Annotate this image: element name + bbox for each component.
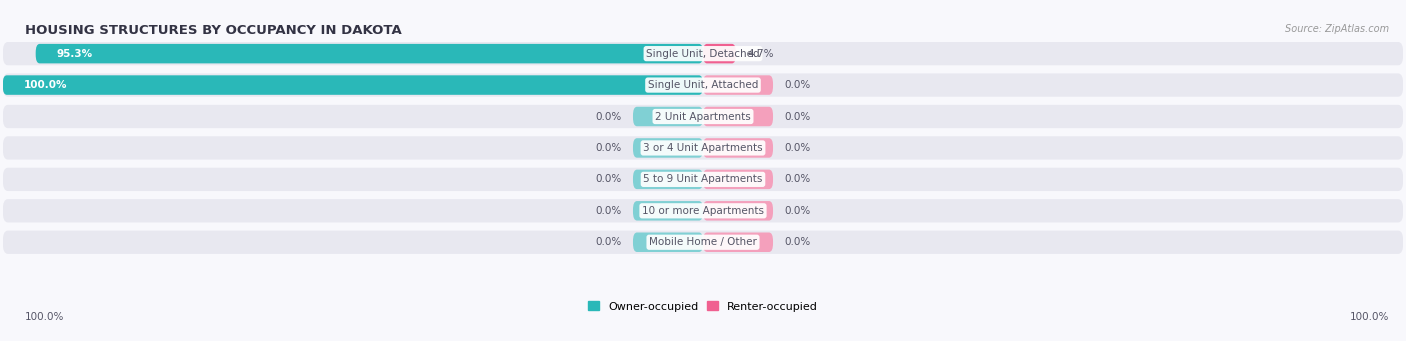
Text: 0.0%: 0.0% bbox=[785, 174, 810, 184]
Text: Mobile Home / Other: Mobile Home / Other bbox=[650, 237, 756, 247]
Legend: Owner-occupied, Renter-occupied: Owner-occupied, Renter-occupied bbox=[583, 297, 823, 316]
Text: Single Unit, Attached: Single Unit, Attached bbox=[648, 80, 758, 90]
FancyBboxPatch shape bbox=[3, 231, 1403, 254]
FancyBboxPatch shape bbox=[633, 201, 703, 221]
FancyBboxPatch shape bbox=[35, 44, 703, 63]
FancyBboxPatch shape bbox=[703, 233, 773, 252]
Text: 0.0%: 0.0% bbox=[596, 112, 621, 121]
Text: 95.3%: 95.3% bbox=[56, 49, 93, 59]
FancyBboxPatch shape bbox=[703, 44, 735, 63]
Text: 100.0%: 100.0% bbox=[24, 80, 67, 90]
Text: 100.0%: 100.0% bbox=[25, 312, 65, 322]
Text: 0.0%: 0.0% bbox=[785, 143, 810, 153]
Text: 2 Unit Apartments: 2 Unit Apartments bbox=[655, 112, 751, 121]
Text: 10 or more Apartments: 10 or more Apartments bbox=[643, 206, 763, 216]
Text: 100.0%: 100.0% bbox=[1350, 312, 1389, 322]
FancyBboxPatch shape bbox=[633, 169, 703, 189]
FancyBboxPatch shape bbox=[633, 107, 703, 126]
Text: 0.0%: 0.0% bbox=[596, 206, 621, 216]
FancyBboxPatch shape bbox=[3, 75, 703, 95]
Text: 4.7%: 4.7% bbox=[747, 49, 773, 59]
FancyBboxPatch shape bbox=[703, 75, 773, 95]
FancyBboxPatch shape bbox=[3, 42, 1403, 65]
FancyBboxPatch shape bbox=[3, 199, 1403, 222]
Text: 0.0%: 0.0% bbox=[785, 206, 810, 216]
FancyBboxPatch shape bbox=[3, 136, 1403, 160]
FancyBboxPatch shape bbox=[633, 138, 703, 158]
FancyBboxPatch shape bbox=[3, 105, 1403, 128]
Text: 3 or 4 Unit Apartments: 3 or 4 Unit Apartments bbox=[643, 143, 763, 153]
Text: 0.0%: 0.0% bbox=[596, 143, 621, 153]
Text: 0.0%: 0.0% bbox=[785, 112, 810, 121]
Text: 0.0%: 0.0% bbox=[596, 237, 621, 247]
FancyBboxPatch shape bbox=[703, 107, 773, 126]
Text: Single Unit, Detached: Single Unit, Detached bbox=[647, 49, 759, 59]
Text: 5 to 9 Unit Apartments: 5 to 9 Unit Apartments bbox=[644, 174, 762, 184]
Text: Source: ZipAtlas.com: Source: ZipAtlas.com bbox=[1285, 24, 1389, 34]
FancyBboxPatch shape bbox=[3, 168, 1403, 191]
FancyBboxPatch shape bbox=[633, 233, 703, 252]
FancyBboxPatch shape bbox=[703, 138, 773, 158]
FancyBboxPatch shape bbox=[3, 73, 1403, 97]
Text: 0.0%: 0.0% bbox=[596, 174, 621, 184]
FancyBboxPatch shape bbox=[703, 169, 773, 189]
Text: 0.0%: 0.0% bbox=[785, 80, 810, 90]
Text: HOUSING STRUCTURES BY OCCUPANCY IN DAKOTA: HOUSING STRUCTURES BY OCCUPANCY IN DAKOT… bbox=[25, 24, 402, 37]
FancyBboxPatch shape bbox=[703, 201, 773, 221]
Text: 0.0%: 0.0% bbox=[785, 237, 810, 247]
